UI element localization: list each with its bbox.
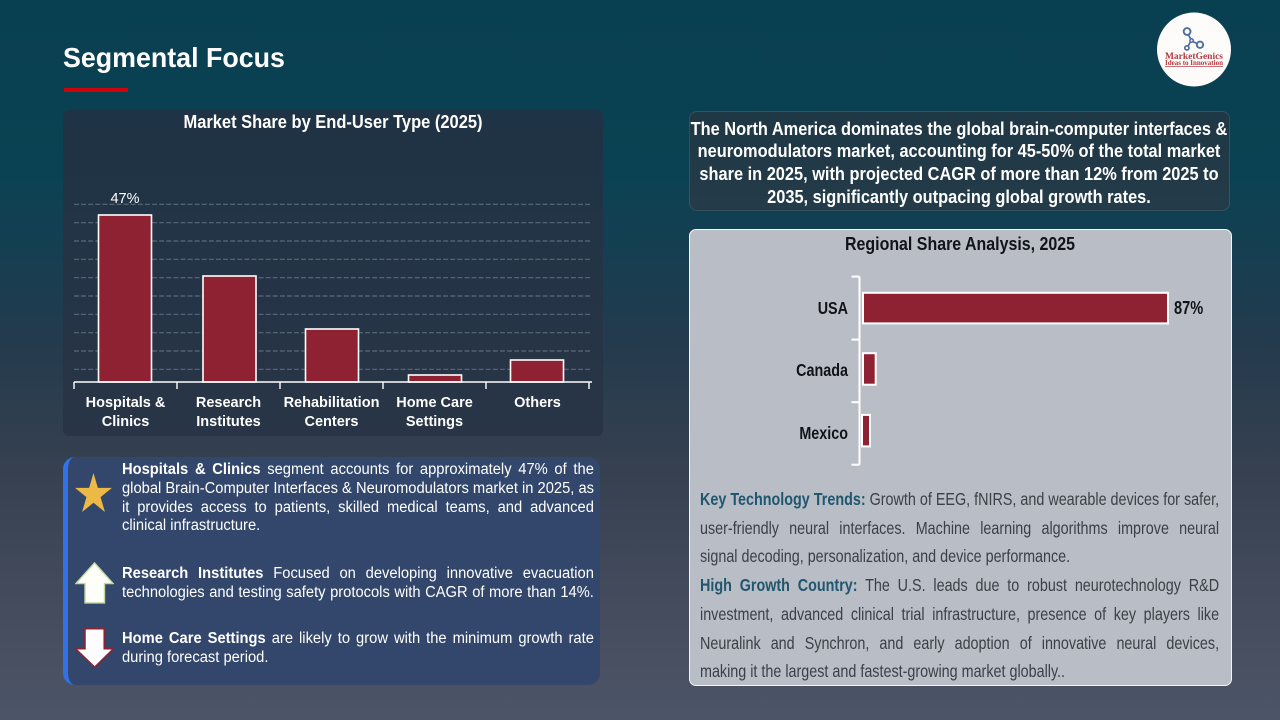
svg-text:47%: 47% xyxy=(110,191,139,207)
svg-text:Ideas to Innovation: Ideas to Innovation xyxy=(1165,59,1223,67)
svg-text:MarketGenics: MarketGenics xyxy=(1165,52,1223,62)
